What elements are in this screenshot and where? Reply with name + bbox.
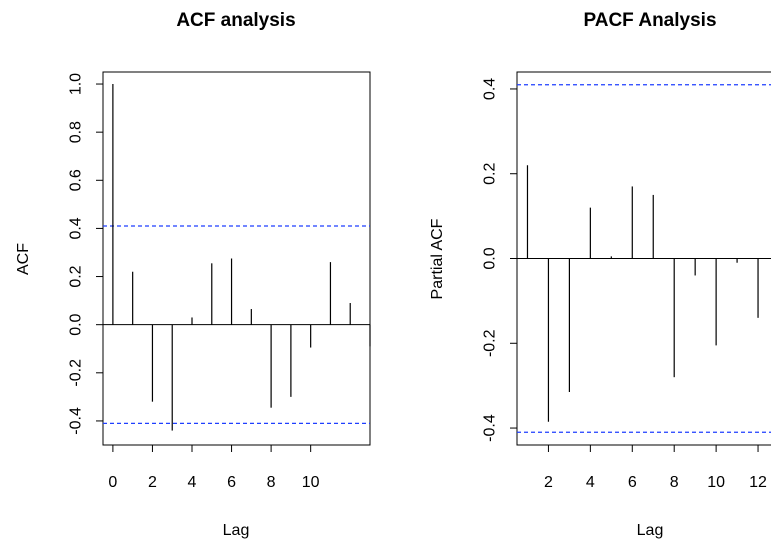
pacf-title: PACF Analysis — [583, 10, 716, 31]
acf-y-tick-label: 0.6 — [68, 169, 85, 191]
pacf-x-axis-label: Lag — [637, 522, 664, 539]
acf-x-axis-label: Lag — [223, 522, 250, 539]
acf-y-tick-label: 1.0 — [68, 73, 85, 95]
acf-x-axis: 0 2 4 6 8 10 — [108, 445, 320, 491]
pacf-x-tick-label: 12 — [749, 474, 767, 491]
pacf-y-axis-label: Partial ACF — [429, 218, 446, 299]
acf-x-tick-label: 2 — [148, 474, 157, 491]
pacf-x-tick-label: 6 — [628, 474, 637, 491]
pacf-y-tick-label: -0.4 — [482, 414, 499, 442]
pacf-y-tick-label: 0.2 — [482, 163, 499, 185]
acf-y-tick-label: 0.8 — [68, 121, 85, 143]
pacf-panel: PACF Analysis Lag Partial ACF -0.4 -0.2 0.… — [429, 10, 771, 539]
pacf-y-tick-label: 0.4 — [482, 78, 499, 100]
acf-title: ACF analysis — [176, 10, 295, 31]
acf-x-tick-label: 10 — [302, 474, 320, 491]
acf-x-tick-label: 8 — [267, 474, 276, 491]
acf-y-tick-label: 0.2 — [68, 265, 85, 287]
pacf-x-tick-label: 4 — [586, 474, 595, 491]
acf-marks — [103, 84, 371, 431]
pacf-marks — [517, 84, 771, 433]
pacf-y-axis: -0.4 -0.2 0.0 0.2 0.4 — [482, 78, 517, 442]
pacf-y-tick-label: -0.2 — [482, 329, 499, 357]
acf-y-tick-label: -0.4 — [68, 407, 85, 435]
acf-x-tick-label: 6 — [227, 474, 236, 491]
acf-y-axis: -0.4 -0.2 0.0 0.2 0.4 0.6 0.8 1.0 — [68, 73, 103, 435]
acf-x-tick-label: 4 — [188, 474, 197, 491]
acf-y-axis-label: ACF — [15, 243, 32, 275]
acf-y-tick-label: -0.2 — [68, 359, 85, 387]
acf-panel: ACF analysis Lag ACF -0.4 -0.2 0.0 0.2 0.4 0.… — [15, 10, 371, 539]
acf-plot-frame — [102, 71, 371, 446]
pacf-x-tick-label: 8 — [670, 474, 679, 491]
pacf-x-tick-label: 10 — [707, 474, 725, 491]
acf-y-tick-label: 0.4 — [68, 217, 85, 239]
pacf-y-tick-label: 0.0 — [482, 247, 499, 269]
acf-y-tick-label: 0.0 — [68, 313, 85, 335]
acf-x-tick-label: 0 — [108, 474, 117, 491]
pacf-x-axis: 2 4 6 8 10 12 — [544, 445, 767, 491]
pacf-x-tick-label: 2 — [544, 474, 553, 491]
